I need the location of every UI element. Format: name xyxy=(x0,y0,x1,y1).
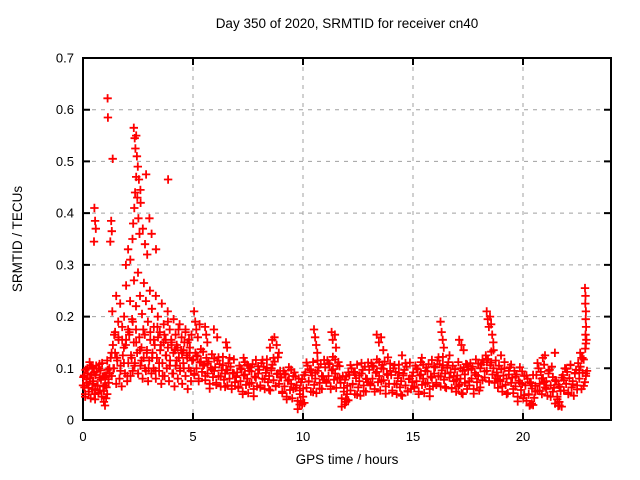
data-points xyxy=(78,94,592,414)
tick-marks xyxy=(82,57,611,421)
x-axis-label: GPS time / hours xyxy=(295,452,399,467)
y-tick-label: 0.7 xyxy=(56,51,74,66)
x-tick-label: 20 xyxy=(516,429,530,444)
y-tick-label: 0.5 xyxy=(56,154,74,169)
plot-border xyxy=(82,57,612,421)
y-tick-label: 0.2 xyxy=(56,309,74,324)
y-tick-label: 0.1 xyxy=(56,361,74,376)
x-tick-label: 5 xyxy=(189,429,196,444)
y-tick-label: 0.6 xyxy=(56,102,74,117)
x-tick-label: 10 xyxy=(296,429,310,444)
y-tick-label: 0.3 xyxy=(56,257,74,272)
x-tick-label: 15 xyxy=(406,429,420,444)
chart-title: Day 350 of 2020, SRMTID for receiver cn4… xyxy=(215,16,479,31)
grid-lines xyxy=(83,58,611,420)
y-tick-label: 0 xyxy=(67,413,74,428)
y-tick-label: 0.4 xyxy=(56,206,74,221)
x-tick-label: 0 xyxy=(79,429,86,444)
